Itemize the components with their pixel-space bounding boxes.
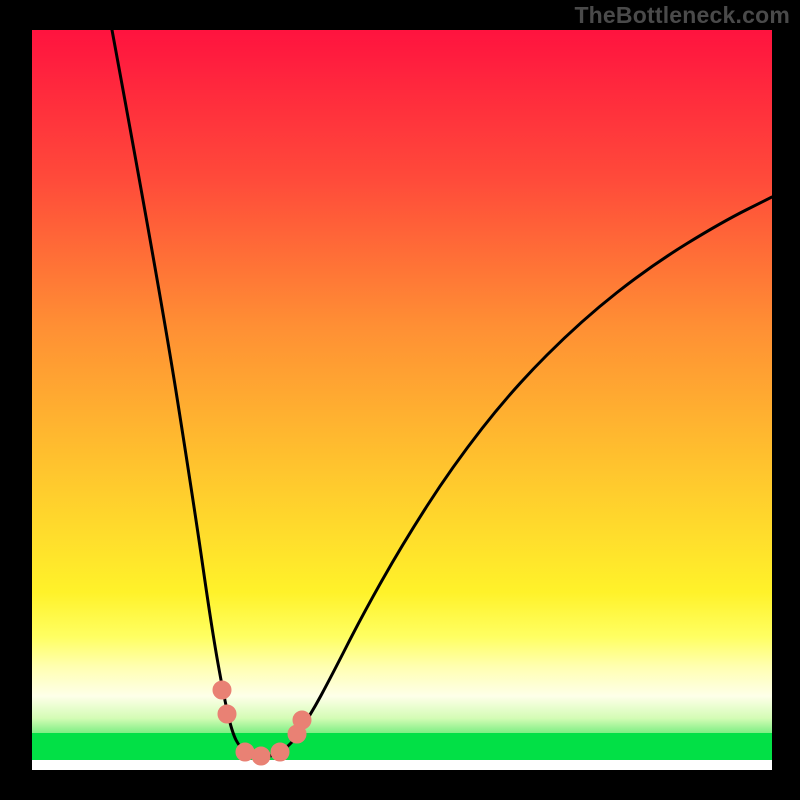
marker-point — [271, 743, 289, 761]
watermark-text: TheBottleneck.com — [574, 2, 790, 29]
marker-point — [218, 705, 236, 723]
marker-point — [252, 747, 270, 765]
curve-left — [112, 30, 294, 757]
plot-area — [32, 30, 772, 770]
marker-point — [213, 681, 231, 699]
markers-group — [213, 681, 311, 765]
marker-point — [293, 711, 311, 729]
marker-point — [236, 743, 254, 761]
curve-right — [294, 197, 772, 740]
chart-svg — [32, 30, 772, 770]
